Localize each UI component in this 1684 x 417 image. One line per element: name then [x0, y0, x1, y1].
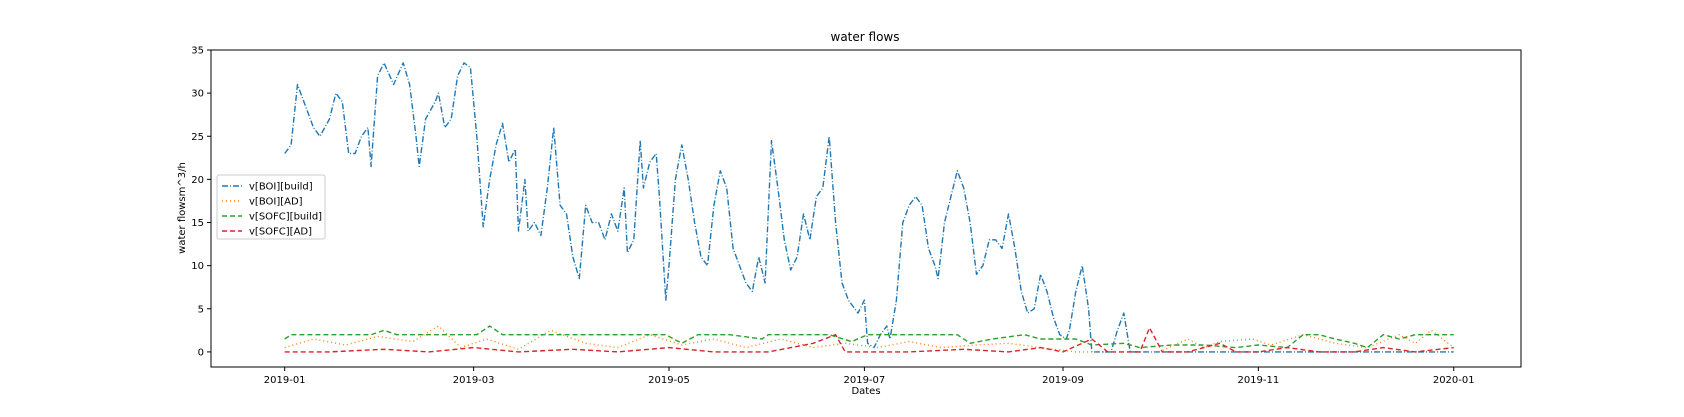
series-line-3 — [284, 327, 1454, 353]
series-layer — [284, 62, 1455, 353]
x-tick-label: 2020-01 — [1433, 375, 1475, 386]
y-tick-label: 5 — [198, 304, 204, 315]
y-axis: 0 5 10 15 20 25 30 35 — [191, 46, 211, 358]
series-line-1 — [284, 325, 1455, 353]
legend-label-2: v[SOFC][build] — [249, 212, 322, 223]
legend-frame — [216, 174, 326, 240]
y-tick-label: 25 — [191, 132, 204, 143]
x-tick-label: 2019-01 — [264, 375, 306, 386]
plot-area — [210, 49, 1522, 368]
y-tick-label: 35 — [191, 46, 204, 57]
legend-label-0: v[BOI][build] — [249, 182, 313, 193]
y-tick-label: 0 — [198, 347, 204, 358]
x-tick-label: 2019-05 — [648, 375, 690, 386]
series-line-0 — [284, 62, 1454, 353]
plot-frame — [210, 49, 1522, 368]
x-tick-label: 2019-07 — [844, 375, 886, 386]
legend: v[BOI][build] v[BOI][AD] v[SOFC][build] v[S… — [216, 174, 326, 240]
x-tick-label: 2019-03 — [453, 375, 495, 386]
y-tick-label: 10 — [191, 261, 204, 272]
y-tick-label: 30 — [191, 89, 204, 100]
x-axis: 2019-01 2019-03 2019-05 2019-07 2019-09 2019-… — [264, 367, 1475, 386]
x-tick-label: 2019-09 — [1042, 375, 1084, 386]
legend-label-1: v[BOI][AD] — [249, 197, 303, 208]
y-tick-label: 15 — [191, 218, 204, 229]
chart-title: water flows — [831, 30, 900, 44]
x-axis-label: Dates — [851, 386, 880, 397]
x-tick-label: 2019-11 — [1237, 375, 1279, 386]
y-tick-label: 20 — [191, 175, 204, 186]
y-axis-label: water flowsm^3/h — [177, 162, 188, 254]
series-line-2 — [284, 325, 1454, 349]
legend-label-3: v[SOFC][AD] — [249, 227, 312, 238]
